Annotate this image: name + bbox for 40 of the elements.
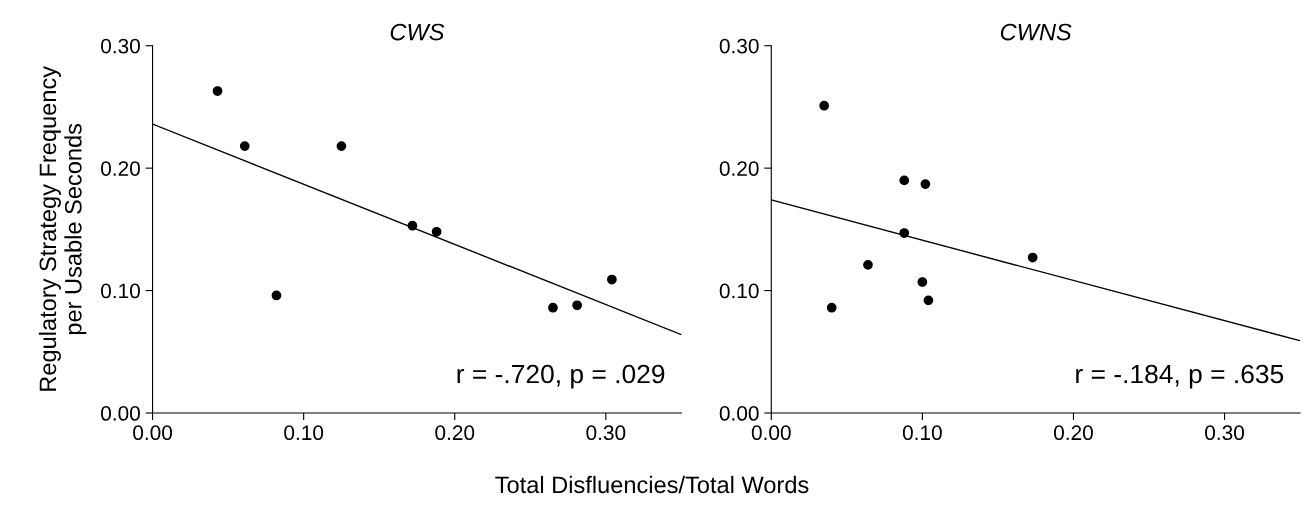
point — [1027, 252, 1038, 263]
point — [336, 141, 347, 151]
point — [271, 290, 282, 301]
point — [899, 175, 910, 186]
point — [572, 300, 582, 311]
point — [826, 302, 837, 313]
point — [819, 100, 830, 111]
point — [407, 220, 418, 231]
point — [923, 295, 934, 306]
point — [920, 179, 931, 189]
x-tick-label: 0.10 — [902, 425, 942, 441]
point — [899, 228, 910, 238]
y-tick-label: 0.00 — [719, 406, 759, 421]
x-tick-label: 0.30 — [1205, 425, 1244, 441]
x-tick-label: 0.30 — [586, 425, 626, 441]
x-tick-label: 0.00 — [751, 425, 791, 441]
point — [548, 302, 558, 313]
y-tick-label: 0.30 — [719, 38, 759, 54]
y-axis-title: Regulatory Strategy Frequency per Usable Seconds — [38, 66, 87, 391]
point — [431, 226, 442, 237]
annotation: r = -.720, p = .029 — [457, 364, 665, 389]
annotation: r = -.184, p = .635 — [1076, 364, 1284, 389]
point — [212, 86, 223, 96]
point — [863, 260, 873, 270]
y-tick-label: 0.30 — [101, 38, 140, 54]
x-tick-label: 0.20 — [1054, 425, 1093, 441]
x-tick-label: 0.20 — [435, 425, 475, 441]
y-tick-label: 0.00 — [101, 406, 140, 421]
chart-title: CWS — [390, 23, 445, 41]
y-tick-label: 0.20 — [101, 161, 140, 176]
x-tick-label: 0.00 — [133, 425, 173, 441]
point — [917, 277, 928, 287]
chart-title: CWNS — [1000, 23, 1072, 41]
point — [239, 141, 250, 151]
y-tick-label: 0.20 — [719, 161, 759, 176]
point — [607, 274, 617, 285]
y-tick-label: 0.10 — [719, 283, 759, 299]
x-tick-label: 0.10 — [284, 425, 324, 441]
x-axis-title: Total Disfluencies/Total Words — [495, 475, 809, 494]
y-tick-label: 0.10 — [101, 283, 140, 299]
